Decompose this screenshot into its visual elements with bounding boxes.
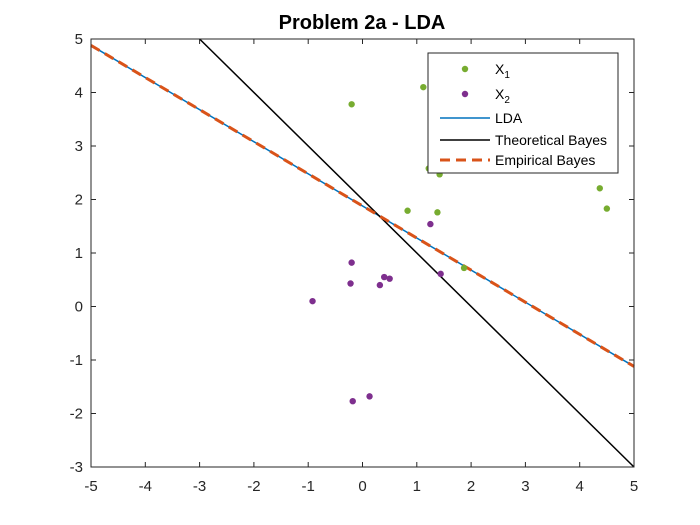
legend: X1 X2 LDA Theoretical Bayes Empirical Ba…	[427, 52, 619, 174]
y-tick-label-5: 2	[75, 192, 83, 209]
data-point-x2-8	[349, 397, 356, 405]
empirical-bayes-line	[90, 44, 635, 368]
y-tick-labels: -3 -2 -1 0 1 2 3 4 5	[70, 31, 83, 476]
y-tick-label-8: 5	[75, 31, 83, 48]
legend-x1-marker	[461, 65, 469, 73]
x-tick-labels: -5 -4 -3 -2 -1 0 1 2 3 4 5	[84, 478, 638, 495]
data-point-x2-3	[381, 273, 388, 281]
legend-x1-name: X	[495, 61, 505, 77]
x-tick-label-4: -1	[302, 478, 315, 495]
x-tick-label-1: -4	[139, 478, 152, 495]
legend-x2-marker	[461, 90, 469, 98]
data-point-x2-5	[376, 281, 384, 289]
legend-theoretical-bayes-label: Theoretical Bayes	[495, 132, 607, 148]
data-point-x1-0	[348, 101, 355, 108]
data-point-x2-7	[437, 270, 444, 278]
x-tick-label-0: -5	[84, 478, 97, 495]
x-tick-label-5: 0	[358, 478, 366, 495]
data-point-x2-2	[347, 280, 354, 287]
legend-box	[427, 52, 619, 174]
data-point-x1-8	[596, 185, 603, 192]
x-tick-label-10: 5	[630, 478, 638, 495]
data-point-x1-6	[434, 209, 441, 216]
data-point-x2-1	[348, 259, 355, 266]
y-tick-label-4: 1	[75, 245, 83, 262]
legend-x1-label: X1	[495, 61, 510, 81]
x-tick-label-7: 2	[467, 478, 475, 495]
chart-title: Problem 2a - LDA	[279, 12, 446, 34]
plot-lines	[90, 38, 635, 468]
data-point-x2-0	[309, 297, 316, 305]
y-tick-label-3: 0	[75, 299, 83, 316]
legend-x2-label: X2	[495, 86, 510, 106]
data-point-x1-5	[404, 207, 411, 214]
legend-x2-subscript: 2	[504, 95, 510, 106]
legend-x1-subscript: 1	[504, 70, 510, 81]
x-tick-label-9: 4	[576, 478, 584, 495]
x-tick-label-6: 1	[413, 478, 421, 495]
y-tick-label-2: -1	[70, 352, 83, 369]
y-tick-label-0: -3	[70, 459, 83, 476]
legend-x2-name: X	[495, 86, 505, 102]
legend-empirical-bayes-label: Empirical Bayes	[495, 152, 595, 168]
x-tick-label-3: -2	[247, 478, 260, 495]
plot-frame	[90, 38, 635, 468]
x-tick-label-2: -3	[193, 478, 206, 495]
data-point-x2-4	[386, 275, 393, 282]
data-point-x1-1	[420, 83, 427, 91]
data-point-x1-7	[460, 264, 468, 272]
x-tick-label-8: 3	[521, 478, 529, 495]
y-tick-label-6: 3	[75, 138, 83, 155]
data-point-x2-6	[427, 220, 434, 228]
data-point-x1-9	[603, 205, 611, 212]
y-tick-label-1: -2	[70, 406, 83, 423]
y-tick-label-7: 4	[75, 85, 83, 102]
legend-lda-label: LDA	[495, 110, 523, 126]
theoretical-bayes-line	[199, 38, 635, 468]
data-point-x2-9	[366, 393, 373, 400]
